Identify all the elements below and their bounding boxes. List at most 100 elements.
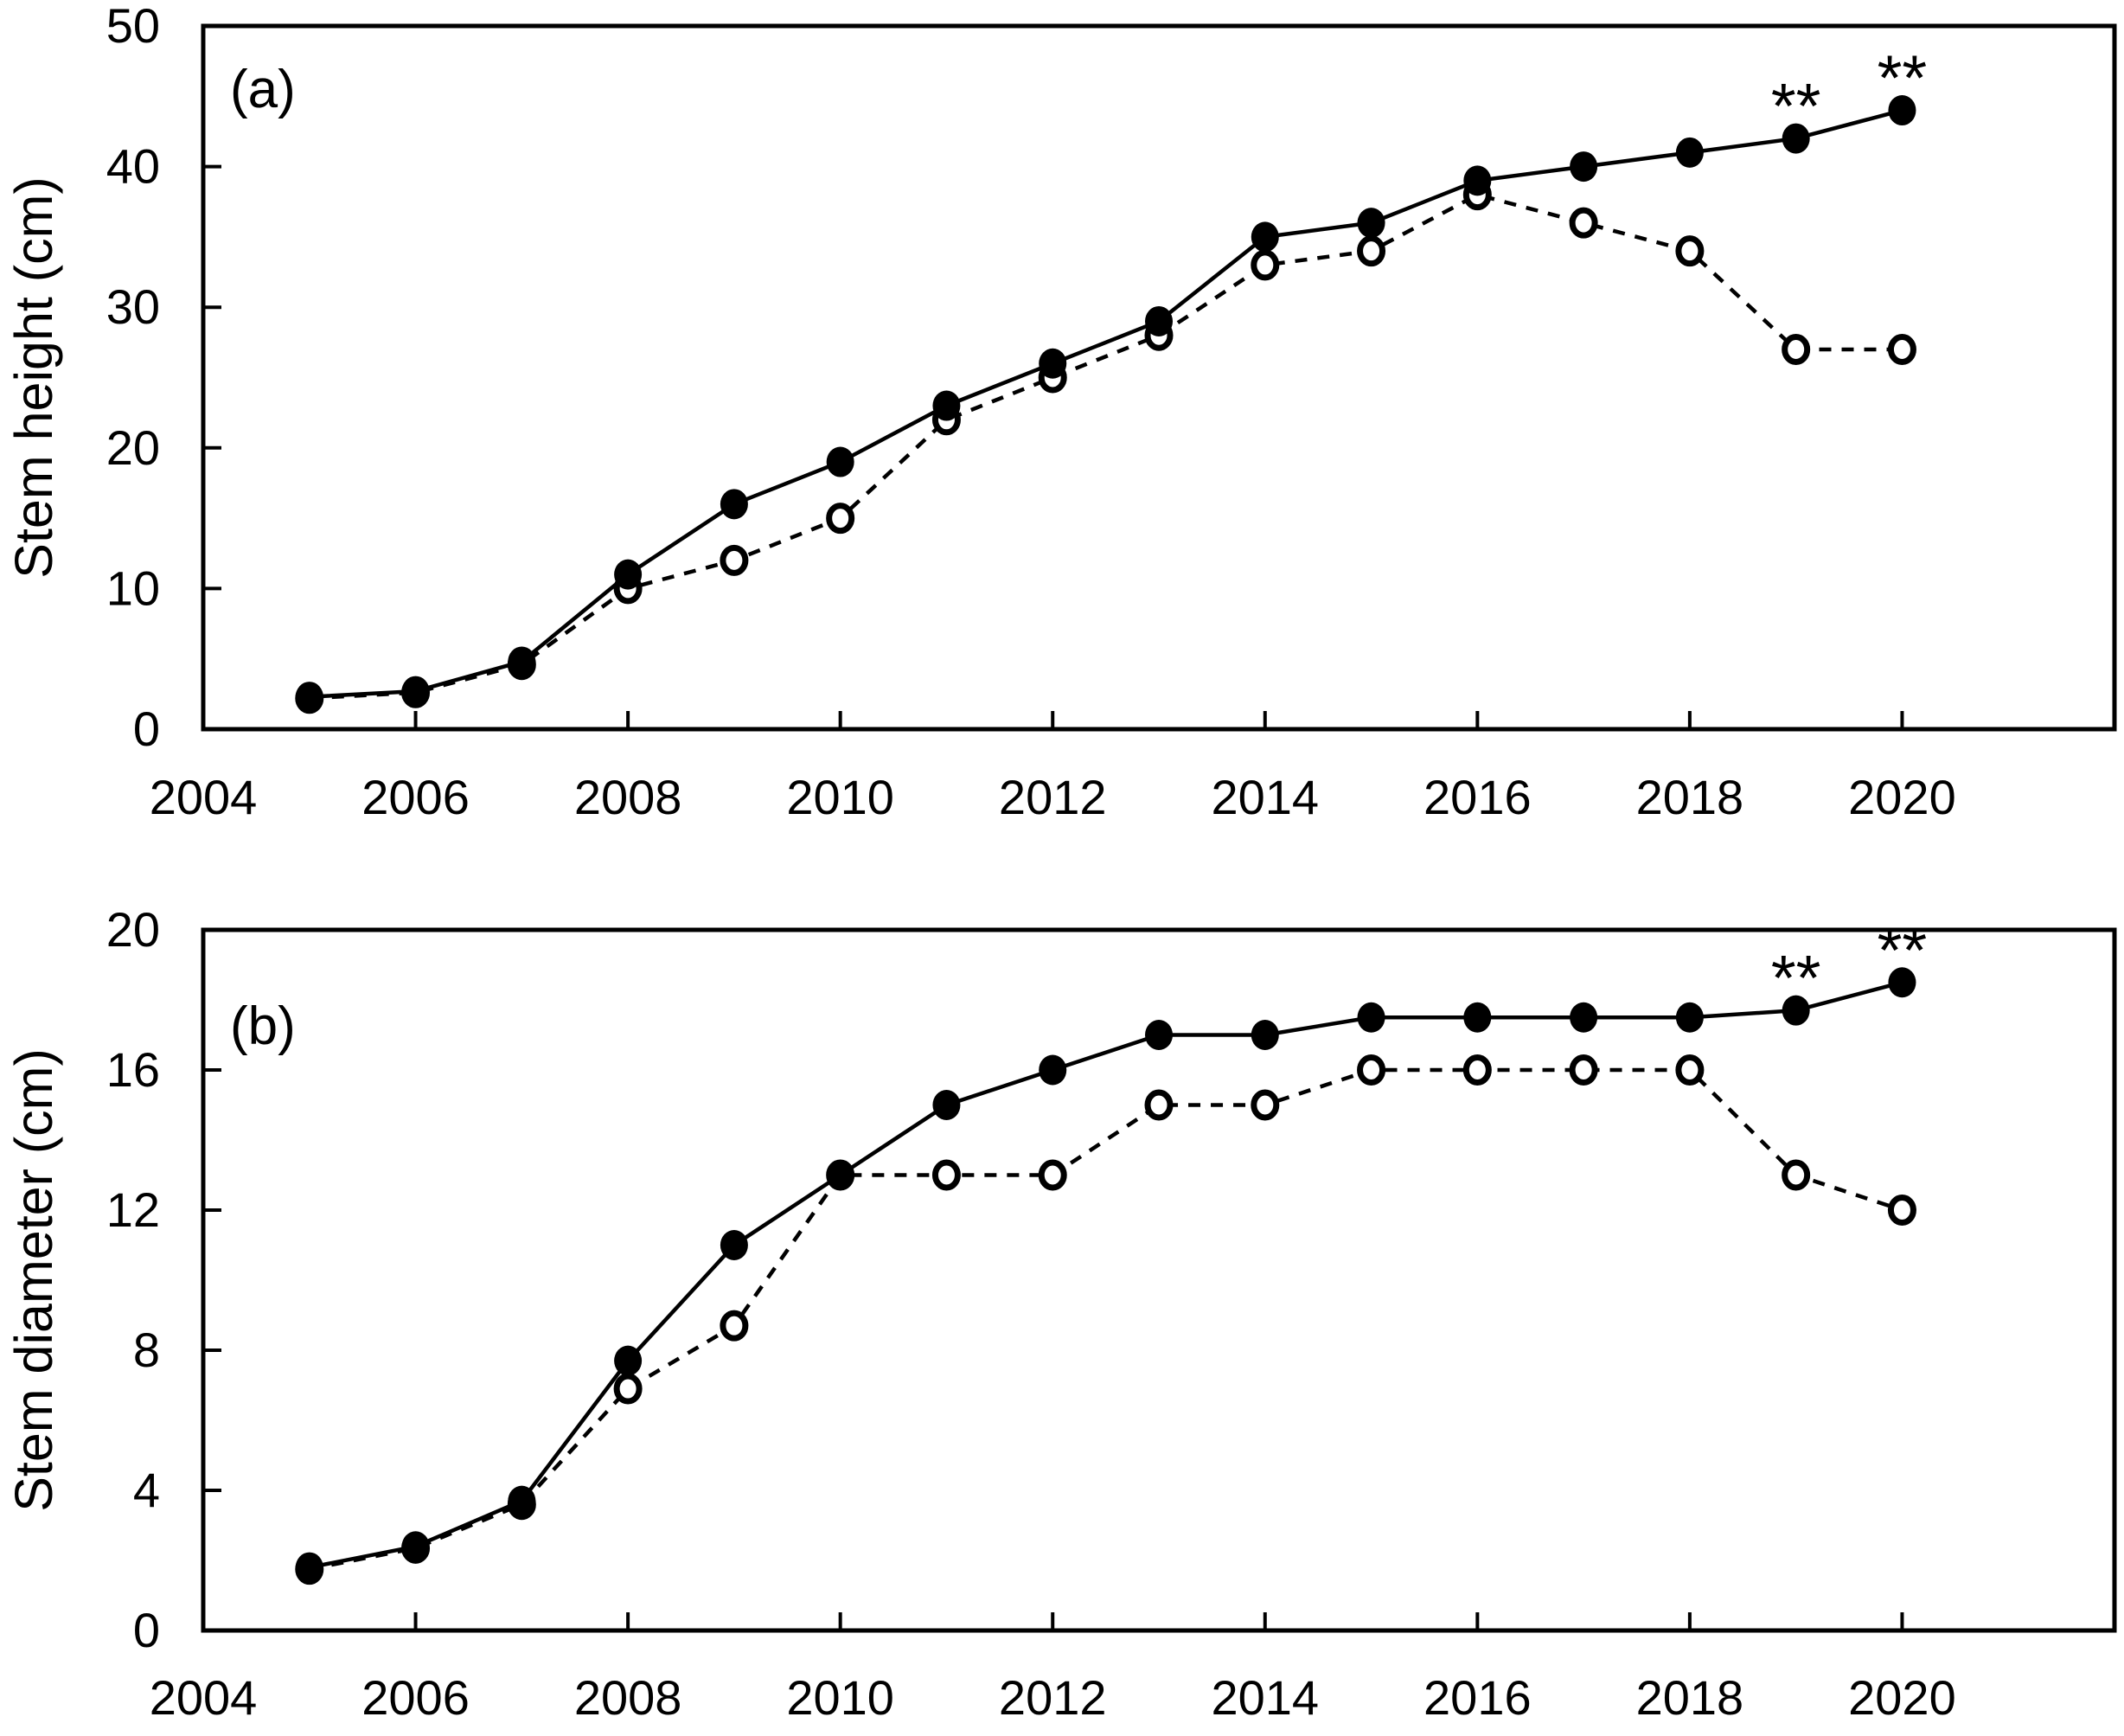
y-axis-tick-label: 0 [133,701,160,756]
data-point-open-circle [1887,1195,1916,1226]
data-point-open-circle [1144,1089,1174,1121]
panel-background [0,0,2124,871]
x-axis-tick-label: 2018 [1636,770,1744,824]
data-point-open-circle [826,503,855,535]
panel-b-chart: 2004 2006 2008 2010 2012 2014 2016 2018 20200481… [0,871,2124,1736]
significance-asterisks: ** [1878,914,1928,986]
data-point-open-circle [931,1159,961,1191]
data-point-filled-circle [1888,967,1916,998]
y-axis-tick-label: 20 [106,420,160,475]
y-axis-tick-label: 8 [133,1323,160,1377]
y-axis-tick-label: 40 [106,139,160,194]
data-point-open-circle [1251,1089,1280,1121]
data-point-open-circle [1675,235,1705,267]
x-axis-tick-label: 2006 [361,1670,470,1725]
data-point-filled-circle [401,676,430,707]
significance-asterisks: ** [1771,942,1821,1014]
data-point-filled-circle [1357,1002,1385,1033]
x-axis-tick-label: 2010 [786,770,894,824]
data-point-filled-circle [1039,1054,1067,1086]
data-point-filled-circle [401,1531,430,1562]
series-line-filled-circle-solid-line [309,980,1903,1570]
data-point-filled-circle [1251,221,1279,253]
y-axis-tick-label: 50 [106,0,160,53]
panel-a-chart: 2004 2006 2008 2010 2012 2014 2016 2018 2020 0 10 2… [0,0,2124,871]
series-line-open-circle-dashed-line [309,192,1903,701]
x-axis-tick-label: 2008 [574,770,682,824]
data-point-filled-circle [1463,1002,1492,1033]
data-point-open-circle [1357,235,1386,267]
data-point-open-circle [1675,1054,1705,1086]
data-point-filled-circle [508,646,536,677]
data-point-filled-circle [1888,95,1916,126]
data-point-filled-circle [932,1090,961,1120]
x-axis-tick-label: 2010 [786,1670,894,1725]
series-line-open-circle-dashed-line [309,1067,1903,1572]
data-point-open-circle [1782,1159,1811,1191]
data-point-open-circle [1887,333,1916,365]
y-axis-tick-label: 0 [133,1603,160,1657]
x-axis-tick-label: 2014 [1211,1670,1319,1725]
data-point-filled-circle [1782,995,1810,1026]
data-point-filled-circle [720,1230,748,1260]
x-axis-tick-label: 2012 [999,770,1107,824]
x-axis-tick-label: 2016 [1423,1670,1532,1725]
data-point-filled-circle [1251,1020,1279,1050]
y-axis-tick-label: 30 [106,279,160,334]
data-point-filled-circle [1039,348,1067,379]
data-point-filled-circle [295,1552,323,1583]
x-axis-tick-label: 2004 [150,1670,258,1725]
x-axis-tick-label: 2016 [1423,770,1532,824]
x-axis-tick-label: 2006 [361,770,470,824]
panel-background [0,871,2124,1736]
data-point-filled-circle [614,1345,643,1376]
y-axis-label: Stem diameter (cm) [4,1048,63,1512]
data-point-filled-circle [1570,151,1598,183]
data-point-open-circle [1782,333,1811,365]
data-point-filled-circle [826,1160,854,1190]
data-point-open-circle [1038,1159,1067,1191]
data-point-filled-circle [1675,1002,1704,1033]
panel-letter-label: (a) [230,60,296,119]
data-point-open-circle [1357,1054,1386,1086]
significance-asterisks: ** [1878,42,1928,114]
data-point-open-circle [1251,249,1280,281]
data-point-open-circle [720,1310,749,1342]
data-point-filled-circle [720,489,748,520]
x-axis-tick-label: 2004 [150,770,258,824]
y-axis-tick-label: 10 [106,561,160,615]
y-axis-tick-label: 16 [106,1042,160,1097]
data-point-filled-circle [508,1485,536,1516]
data-point-filled-circle [1675,137,1704,168]
x-axis-tick-label: 2012 [999,1670,1107,1725]
x-axis-tick-label: 2020 [1848,770,1956,824]
data-point-filled-circle [295,682,323,713]
data-point-filled-circle [1782,123,1810,154]
panel-letter-label: (b) [230,996,296,1056]
y-axis-tick-label: 12 [106,1182,160,1237]
data-point-filled-circle [1145,305,1173,336]
data-point-filled-circle [1145,1020,1173,1050]
data-point-filled-circle [1463,165,1492,196]
data-point-filled-circle [932,390,961,421]
series-line-filled-circle-solid-line [309,108,1903,699]
data-point-open-circle [1462,1054,1492,1086]
x-axis-tick-label: 2014 [1211,770,1319,824]
x-axis-tick-label: 2020 [1848,1670,1956,1725]
data-point-open-circle [720,544,749,576]
data-point-filled-circle [826,446,854,477]
data-point-filled-circle [614,559,643,590]
x-axis-tick-label: 2008 [574,1670,682,1725]
plot-border [201,23,2117,732]
y-axis-label: Stem height (cm) [4,176,63,578]
data-point-open-circle [1569,207,1598,239]
plot-border [201,927,2117,1633]
significance-asterisks: ** [1771,70,1821,142]
data-point-filled-circle [1357,208,1385,239]
data-point-open-circle [613,1373,643,1405]
data-point-open-circle [1569,1054,1598,1086]
y-axis-tick-label: 20 [106,902,160,957]
x-axis-tick-label: 2018 [1636,1670,1744,1725]
y-axis-tick-label: 4 [133,1463,160,1517]
